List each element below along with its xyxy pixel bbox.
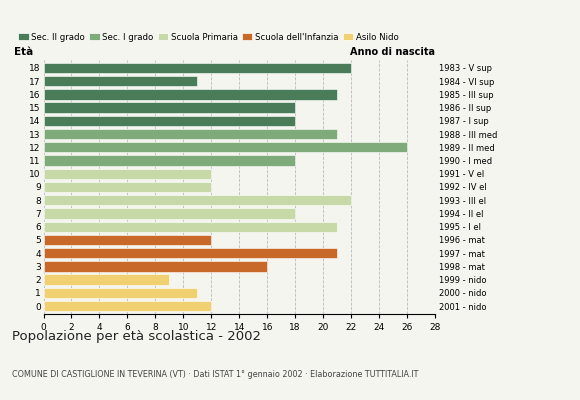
Bar xyxy=(44,89,337,100)
Text: Età: Età xyxy=(14,48,34,58)
Bar xyxy=(44,222,337,232)
Bar xyxy=(44,261,267,272)
Text: COMUNE DI CASTIGLIONE IN TEVERINA (VT) · Dati ISTAT 1° gennaio 2002 · Elaborazio: COMUNE DI CASTIGLIONE IN TEVERINA (VT) ·… xyxy=(12,370,418,379)
Bar xyxy=(44,129,337,139)
Bar xyxy=(44,169,211,179)
Bar xyxy=(44,301,211,311)
Bar xyxy=(44,274,169,285)
Legend: Sec. II grado, Sec. I grado, Scuola Primaria, Scuola dell'Infanzia, Asilo Nido: Sec. II grado, Sec. I grado, Scuola Prim… xyxy=(19,33,398,42)
Bar xyxy=(44,116,295,126)
Text: Popolazione per età scolastica - 2002: Popolazione per età scolastica - 2002 xyxy=(12,330,260,343)
Bar xyxy=(44,155,295,166)
Bar xyxy=(44,248,337,258)
Bar xyxy=(44,182,211,192)
Bar xyxy=(44,102,295,113)
Bar xyxy=(44,235,211,245)
Bar xyxy=(44,63,351,73)
Bar xyxy=(44,76,197,86)
Bar xyxy=(44,288,197,298)
Bar xyxy=(44,195,351,205)
Text: Anno di nascita: Anno di nascita xyxy=(350,48,435,58)
Bar xyxy=(44,142,407,152)
Bar xyxy=(44,208,295,219)
